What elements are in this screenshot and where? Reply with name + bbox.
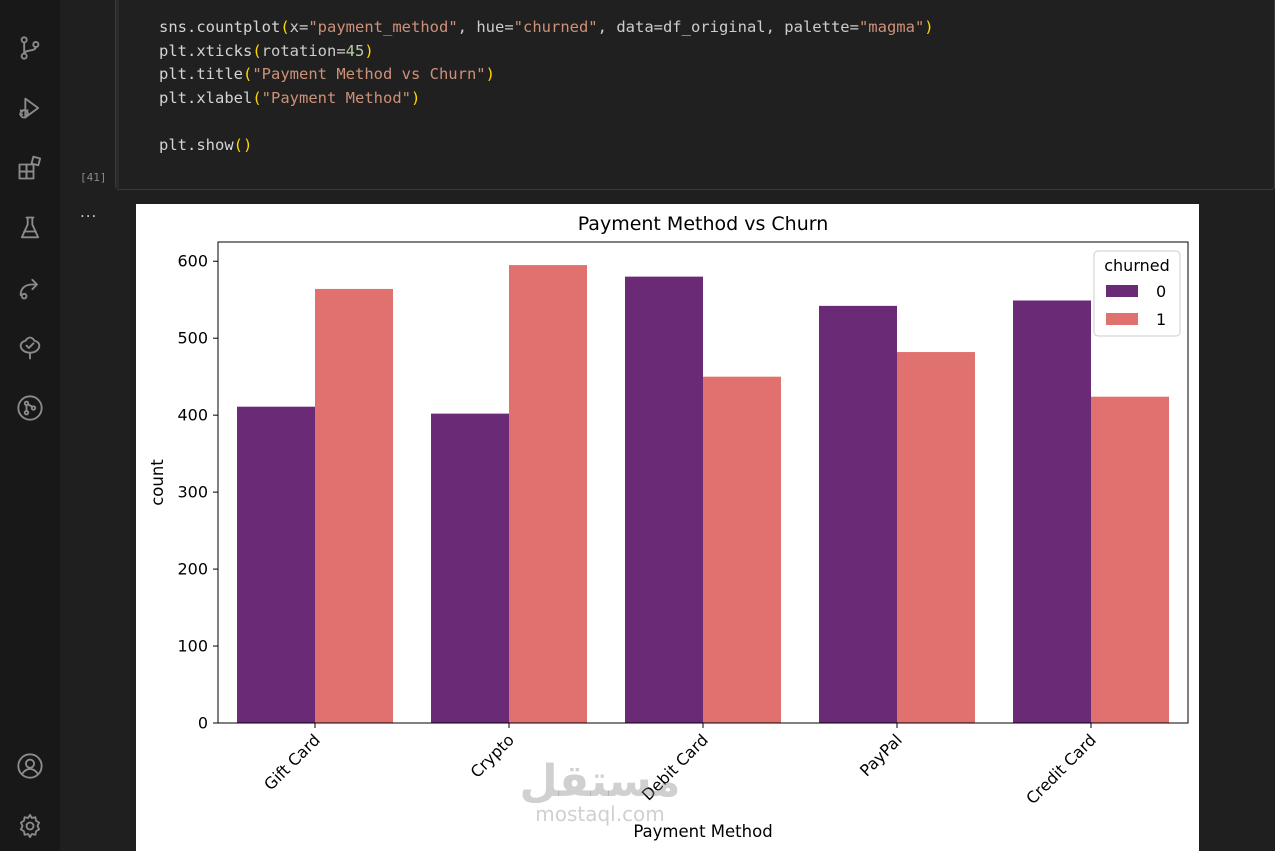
legend-label-1: 1 <box>1156 310 1166 329</box>
code-line-3: plt.title("Payment Method vs Churn") <box>159 65 495 83</box>
git-graph-icon[interactable] <box>14 392 46 424</box>
bar-paypal-series-1 <box>897 352 975 723</box>
account-icon[interactable] <box>14 750 46 782</box>
activity-bar <box>0 0 61 851</box>
gear-icon[interactable] <box>14 810 46 842</box>
y-tick-label: 500 <box>177 329 208 348</box>
remote-share-icon[interactable] <box>14 272 46 304</box>
x-tick-label: Crypto <box>467 730 518 781</box>
bar-crypto-series-1 <box>509 265 587 723</box>
execution-count: [41] <box>80 171 107 184</box>
notebook-editor: sns.countplot(x="payment_method", hue="c… <box>60 0 1275 851</box>
y-tick-label: 400 <box>177 406 208 425</box>
code-line-2: plt.xticks(rotation=45) <box>159 41 374 60</box>
bar-debit-card-series-1 <box>703 376 781 723</box>
run-debug-icon[interactable] <box>14 92 46 124</box>
y-tick-label: 200 <box>177 560 208 579</box>
y-axis-label: count <box>148 459 167 506</box>
x-tick-label: PayPal <box>856 730 906 780</box>
x-tick-label: Gift Card <box>260 730 324 794</box>
y-tick-label: 100 <box>177 637 208 656</box>
code-cell[interactable]: sns.countplot(x="payment_method", hue="c… <box>115 0 1275 190</box>
y-tick-label: 300 <box>177 483 208 502</box>
code-line-1: sns.countplot(x="payment_method", hue="c… <box>159 18 934 36</box>
x-axis-label: Payment Method <box>633 822 772 841</box>
legend-swatch-1 <box>1106 313 1138 325</box>
bar-credit-card-series-1 <box>1091 396 1169 723</box>
legend-title: churned <box>1104 256 1170 275</box>
testing-icon[interactable] <box>14 212 46 244</box>
code-line-6: plt.show() <box>159 135 253 154</box>
bar-credit-card-series-0 <box>1013 300 1091 723</box>
bar-paypal-series-0 <box>819 305 897 723</box>
bar-gift-card-series-0 <box>237 406 315 723</box>
bar-gift-card-series-1 <box>315 288 393 723</box>
legend-label-0: 0 <box>1156 282 1166 301</box>
chart-title: Payment Method vs Churn <box>578 213 829 235</box>
x-tick-label: Debit Card <box>638 730 712 804</box>
code-line-4: plt.xlabel("Payment Method") <box>159 88 421 107</box>
y-tick-label: 600 <box>177 252 208 271</box>
code-editor[interactable]: sns.countplot(x="payment_method", hue="c… <box>159 16 934 157</box>
output-more-actions[interactable]: ... <box>80 203 98 221</box>
x-tick-label: Credit Card <box>1022 730 1100 808</box>
y-tick-label: 0 <box>198 714 208 733</box>
bar-crypto-series-0 <box>431 413 509 723</box>
extensions-icon[interactable] <box>14 152 46 184</box>
legend-swatch-0 <box>1106 285 1138 297</box>
bar-chart: 0 100 200 300 400 500 600 Gift Card Crypto Debit … <box>148 213 1189 841</box>
bar-debit-card-series-0 <box>625 276 703 723</box>
tree-check-icon[interactable] <box>14 332 46 364</box>
cell-output: 0 100 200 300 400 500 600 Gift Card Crypto Debit … <box>136 204 1199 851</box>
source-control-icon[interactable] <box>14 32 46 64</box>
